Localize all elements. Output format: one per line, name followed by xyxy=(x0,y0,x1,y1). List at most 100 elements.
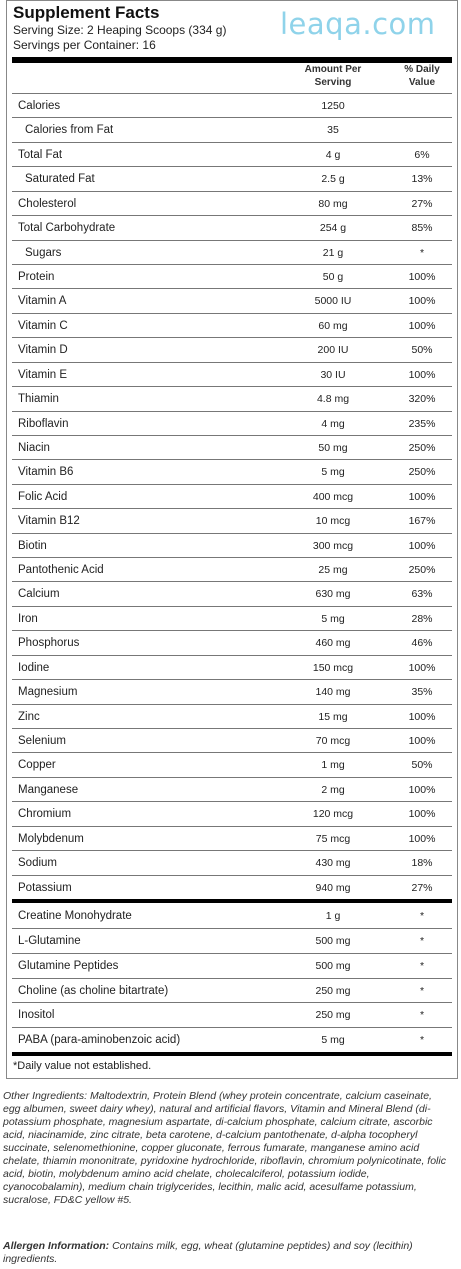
nutrient-name: Sugars xyxy=(25,247,62,259)
row-separator xyxy=(12,508,452,509)
nutrient-amount: 60 mg xyxy=(318,320,348,332)
row-separator xyxy=(12,117,452,118)
nutrient-daily-value: 63% xyxy=(411,588,433,600)
nutrient-amount: 21 g xyxy=(322,247,344,259)
nutrient-amount: 500 mg xyxy=(315,935,351,947)
thick-divider-bottom xyxy=(12,1052,452,1056)
row-separator xyxy=(12,581,452,582)
amount-header-line2: Serving xyxy=(314,77,352,88)
nutrient-amount: 4.8 mg xyxy=(316,393,350,405)
nutrient-name: Choline (as choline bitartrate) xyxy=(18,985,169,997)
dv-header-line1: % Daily xyxy=(404,64,440,75)
nutrient-name: Inositol xyxy=(18,1009,55,1021)
row-separator xyxy=(12,459,452,460)
nutrient-daily-value: 250% xyxy=(408,442,436,454)
nutrient-amount: 5000 IU xyxy=(314,295,352,307)
nutrient-amount: 30 IU xyxy=(320,369,346,381)
nutrient-name: Calories xyxy=(18,100,61,112)
row-separator xyxy=(12,978,452,979)
row-separator xyxy=(12,240,452,241)
row-separator xyxy=(12,704,452,705)
row-separator xyxy=(12,1002,452,1003)
nutrient-daily-value: 100% xyxy=(408,808,436,820)
row-separator xyxy=(12,93,452,94)
nutrient-amount: 50 g xyxy=(322,271,344,283)
nutrient-daily-value: * xyxy=(419,985,425,997)
nutrient-name: Folic Acid xyxy=(18,491,68,503)
other-ingredients: Other Ingredients: Maltodextrin, Protein… xyxy=(3,1090,446,1206)
nutrient-amount: 150 mcg xyxy=(312,662,354,674)
nutrient-amount: 500 mg xyxy=(315,960,351,972)
nutrient-amount: 140 mg xyxy=(315,686,351,698)
nutrient-name: Protein xyxy=(18,271,55,283)
nutrient-amount: 1 g xyxy=(325,910,341,922)
nutrient-name: Calcium xyxy=(18,588,60,600)
nutrient-name: Potassium xyxy=(18,882,72,894)
nutrient-amount: 50 mg xyxy=(318,442,348,454)
row-separator xyxy=(12,630,452,631)
nutrient-amount: 2 mg xyxy=(321,784,345,796)
row-separator xyxy=(12,166,452,167)
nutrient-name: Niacin xyxy=(18,442,50,454)
nutrient-daily-value: 320% xyxy=(408,393,436,405)
allergen-information: Allergen Information: Contains milk, egg… xyxy=(3,1240,451,1266)
row-separator xyxy=(12,337,452,338)
serving-size: Serving Size: 2 Heaping Scoops (334 g) xyxy=(13,23,227,37)
nutrient-name: Chromium xyxy=(18,808,72,820)
daily-value-footnote: *Daily value not established. xyxy=(13,1060,152,1072)
watermark-logo: leaqa.com xyxy=(280,7,436,41)
nutrient-amount: 1 mg xyxy=(321,759,345,771)
nutrient-daily-value: 18% xyxy=(411,857,433,869)
nutrient-name: Iodine xyxy=(18,662,50,674)
nutrient-amount: 5 mg xyxy=(321,466,345,478)
nutrient-daily-value: 46% xyxy=(411,637,433,649)
row-separator xyxy=(12,313,452,314)
row-separator xyxy=(12,435,452,436)
nutrient-name: Biotin xyxy=(18,540,47,552)
nutrient-daily-value: 27% xyxy=(411,882,433,894)
nutrient-amount: 400 mcg xyxy=(312,491,354,503)
nutrient-name: Glutamine Peptides xyxy=(18,960,119,972)
nutrient-name: Phosphorus xyxy=(18,637,80,649)
nutrient-amount: 35 xyxy=(327,124,339,136)
nutrient-amount: 4 g xyxy=(325,149,341,161)
nutrient-amount: 2.5 g xyxy=(321,173,345,185)
nutrient-amount: 5 mg xyxy=(321,1034,345,1046)
nutrient-daily-value: 100% xyxy=(408,784,436,796)
nutrient-name: Sodium xyxy=(18,857,57,869)
row-separator xyxy=(12,533,452,534)
row-separator xyxy=(12,1027,452,1028)
nutrient-daily-value: 35% xyxy=(411,686,433,698)
amount-header-line1: Amount Per xyxy=(304,64,362,75)
row-separator xyxy=(12,484,452,485)
nutrient-daily-value: 85% xyxy=(411,222,433,234)
allergen-label: Allergen Information: xyxy=(3,1240,110,1252)
row-separator xyxy=(12,411,452,412)
nutrient-daily-value: 250% xyxy=(408,564,436,576)
amount-per-serving-header: Amount Per Serving xyxy=(292,63,374,89)
nutrient-name: Creatine Monohydrate xyxy=(18,910,132,922)
nutrient-name: Saturated Fat xyxy=(25,173,95,185)
nutrient-name: Calories from Fat xyxy=(25,124,114,136)
nutrient-daily-value: 100% xyxy=(408,320,436,332)
row-separator xyxy=(12,264,452,265)
nutrient-daily-value: * xyxy=(419,247,425,259)
row-separator xyxy=(12,826,452,827)
thick-divider-middle xyxy=(12,899,452,903)
row-separator xyxy=(12,142,452,143)
row-separator xyxy=(12,850,452,851)
nutrient-name: Riboflavin xyxy=(18,418,69,430)
nutrient-amount: 200 IU xyxy=(317,344,349,356)
nutrient-daily-value: 50% xyxy=(411,759,433,771)
nutrient-daily-value: * xyxy=(419,1034,425,1046)
nutrient-amount: 4 mg xyxy=(321,418,345,430)
row-separator xyxy=(12,362,452,363)
nutrient-name: Iron xyxy=(18,613,38,625)
nutrient-daily-value: 100% xyxy=(408,369,436,381)
nutrient-name: Manganese xyxy=(18,784,79,796)
nutrient-name: Selenium xyxy=(18,735,66,747)
nutrient-amount: 630 mg xyxy=(315,588,351,600)
row-separator xyxy=(12,801,452,802)
nutrient-amount: 10 mcg xyxy=(315,515,351,527)
nutrient-amount: 120 mcg xyxy=(312,808,354,820)
